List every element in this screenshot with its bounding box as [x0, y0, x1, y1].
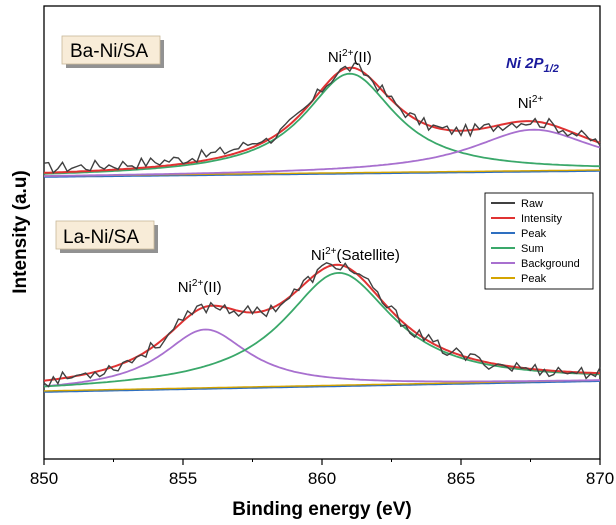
legend-label: Background [521, 258, 580, 270]
legend-label: Sum [521, 243, 544, 255]
x-tick-label: 850 [30, 469, 58, 488]
panel-tag-label-bottom: La-Ni/SA [63, 227, 139, 248]
peak-label: Ni2+ [518, 94, 544, 112]
component-peak-1 [43, 72, 601, 175]
panel-tag-top: Ba-Ni/SA [61, 35, 164, 68]
panel-tag-label-top: Ba-Ni/SA [70, 41, 148, 62]
peak-label: Ni2+(Satellite) [311, 246, 400, 264]
peak-label: Ni2+(II) [328, 48, 372, 66]
chart-title: Ni 2P1/2 [506, 55, 559, 75]
x-tick-label: 860 [308, 469, 336, 488]
legend-label: Peak [521, 273, 547, 285]
peak-label: Ni2+(II) [178, 278, 222, 296]
baseline-line [44, 380, 600, 393]
x-axis: 850 855 860 865 870 [30, 459, 614, 488]
panel-tag-bottom: La-Ni/SA [55, 220, 158, 253]
legend: Raw Intensity Peak Sum Background Peak [484, 192, 594, 290]
raw-line [43, 262, 601, 388]
x-tick-label: 865 [447, 469, 475, 488]
panel-1-curves [43, 262, 601, 393]
raw-line [43, 62, 601, 174]
legend-label: Intensity [521, 213, 562, 225]
legend-label: Raw [521, 198, 543, 210]
component-peak-1 [43, 328, 600, 388]
baseline-line [44, 170, 600, 178]
component-peak-2 [44, 128, 601, 177]
panel-0-curves [43, 62, 601, 178]
curves-layer [43, 62, 601, 393]
legend-label: Peak [521, 228, 547, 240]
x-tick-label: 855 [169, 469, 197, 488]
y-axis-label: Intensity (a.u) [10, 170, 31, 294]
x-tick-label: 870 [586, 469, 614, 488]
peak-annotations: Ni2+(II) Ni2+ Ni2+(II) Ni2+(Satellite) [178, 48, 544, 296]
x-axis-label: Binding energy (eV) [232, 499, 411, 520]
